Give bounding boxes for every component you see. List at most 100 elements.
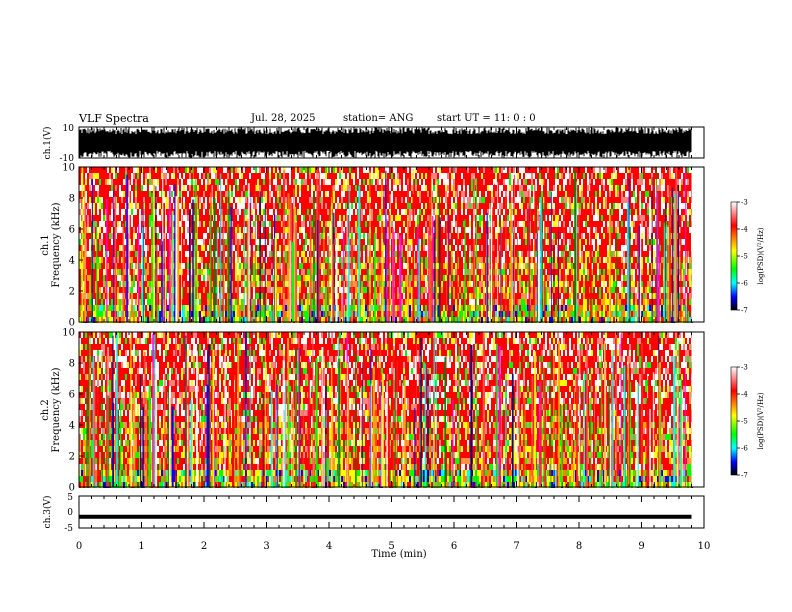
spectrogram-impulse-line <box>316 168 319 322</box>
spectrogram-impulse-line <box>232 342 235 487</box>
ch1-colorbar-gradient <box>730 201 738 311</box>
spectrogram-impulse-line <box>143 225 145 322</box>
spectrogram-impulse-line <box>140 375 142 487</box>
spectrogram-impulse-line <box>259 191 261 322</box>
xtick-label: 3 <box>263 541 269 552</box>
spectrogram-impulse-line <box>327 235 329 322</box>
ch1-waveform-trace <box>78 127 692 158</box>
spectrogram-impulse-line <box>380 339 382 487</box>
spectrogram-impulse-line <box>249 345 251 487</box>
spectrogram-impulse-line <box>163 239 165 322</box>
spectrogram-impulse-line <box>209 366 211 487</box>
spectrogram-impulse-line <box>583 370 585 487</box>
spectrogram-impulse-line <box>563 196 565 322</box>
spectrogram-impulse-line <box>378 334 380 487</box>
spectrogram-impulse-line <box>112 335 114 487</box>
spectrogram-impulse-line <box>464 219 466 322</box>
spectrogram-impulse-line <box>679 216 682 322</box>
station-label: station= ANG <box>343 113 414 124</box>
spectrogram-impulse-line <box>237 333 240 487</box>
spectrogram-impulse-line <box>530 197 532 322</box>
spectrogram-impulse-line <box>664 226 666 322</box>
spectrogram-impulse-line <box>435 180 438 322</box>
spectrogram-impulse-line <box>199 379 200 487</box>
spectrogram-impulse-line <box>499 209 501 322</box>
spectrogram-impulse-line <box>578 332 581 487</box>
spectrogram-impulse-line <box>114 196 117 322</box>
ch2-colorbar-gradient <box>730 366 738 476</box>
spectrogram-impulse-line <box>360 387 361 487</box>
spectrogram-impulse-line <box>684 367 687 487</box>
spectrogram-impulse-line <box>370 209 371 322</box>
spectrogram-impulse-line <box>470 344 473 487</box>
spectrogram-impulse-line <box>658 362 661 487</box>
spectrogram-impulse-line <box>309 214 312 322</box>
spectrogram-impulse-line <box>307 363 310 487</box>
spectrogram-impulse-line <box>497 182 499 322</box>
spectrogram-impulse-line <box>331 365 333 487</box>
spectrogram-impulse-line <box>213 198 216 322</box>
ch1-colorbar-label: log(PSD)(V²/Hz) <box>757 227 765 284</box>
spectrogram-impulse-line <box>666 224 667 322</box>
spectrogram-impulse-line <box>239 401 242 487</box>
spectrogram-impulse-line <box>361 362 363 487</box>
ch2-colorbar: -3 -4 -5 -6 -7 log(PSD)(V²/Hz) <box>730 364 765 480</box>
spectrogram-impulse-line <box>420 337 422 487</box>
spectrogram-impulse-line <box>608 204 611 322</box>
spectrogram-impulse-line <box>675 167 678 322</box>
spectrogram-impulse-line <box>488 217 490 322</box>
spectrogram-impulse-line <box>388 405 391 487</box>
spectrogram-impulse-line <box>414 408 416 487</box>
spectrogram-impulse-line <box>625 378 626 487</box>
colorbar-tick-label: -7 <box>741 472 748 480</box>
spectrogram-impulse-line <box>283 169 286 322</box>
spectrogram-impulse-line <box>245 332 247 487</box>
spectrogram-impulse-line <box>605 360 607 487</box>
ch1-waveform-line <box>78 127 692 158</box>
spectrogram-impulse-line <box>146 400 149 487</box>
spectrogram-impulse-line <box>385 170 387 322</box>
spectrogram-impulse-line <box>687 230 688 322</box>
spectrogram-impulse-line <box>537 230 540 322</box>
spectrogram-impulse-line <box>475 178 477 322</box>
spectrogram-impulse-line <box>281 203 283 322</box>
spectrogram-impulse-line <box>355 353 357 487</box>
spectrogram-impulse-line <box>429 235 432 322</box>
spectrogram-impulse-line <box>318 219 320 322</box>
spectrogram-impulse-line <box>271 233 273 322</box>
spectrogram-impulse-line <box>651 177 653 322</box>
spectrogram-impulse-line <box>188 367 190 487</box>
spectrogram-ytick-label: 4 <box>69 421 75 432</box>
ch1-colorbar: -3 -4 -5 -6 -7 log(PSD)(V²/Hz) <box>730 199 765 315</box>
spectrogram-impulse-line <box>292 407 294 487</box>
spectrogram-impulse-line <box>90 226 93 322</box>
spectrogram-impulse-line <box>544 178 546 322</box>
spectrogram-impulse-line <box>177 198 180 322</box>
spectrogram-impulse-line <box>274 237 277 322</box>
spectrogram-impulse-line <box>264 204 266 322</box>
spectrogram-impulse-line <box>483 375 485 487</box>
spectrogram-impulse-line <box>230 206 233 322</box>
spectrogram-ytick-label: 2 <box>69 452 75 463</box>
spectrogram-impulse-line <box>665 202 667 322</box>
spectrogram-impulse-line <box>97 386 100 487</box>
spectrogram-impulse-line <box>486 212 488 322</box>
spectrogram-impulse-line <box>161 225 163 322</box>
spectrogram-impulse-line <box>81 167 84 322</box>
spectrogram-impulse-line <box>105 353 108 487</box>
spectrogram-impulse-line <box>196 350 198 487</box>
spectrogram-impulse-line <box>117 409 119 487</box>
spectrogram-impulse-line <box>298 334 300 487</box>
spectrogram-impulse-line <box>315 358 318 487</box>
spectrogram-ytick-label: 4 <box>69 256 75 267</box>
spectrogram-impulse-line <box>274 214 276 322</box>
spectrogram-impulse-line <box>426 368 429 487</box>
spectrogram-impulse-line <box>519 352 520 487</box>
xtick-label: 8 <box>576 541 582 552</box>
spectrogram-impulse-line <box>500 227 502 322</box>
spectrogram-impulse-line <box>324 385 327 487</box>
ch3-ytick-middle: 0 <box>67 508 73 518</box>
spectrogram-impulse-line <box>544 392 547 487</box>
spectrogram-impulse-line <box>120 399 122 487</box>
spectrogram-impulse-line <box>637 383 639 487</box>
